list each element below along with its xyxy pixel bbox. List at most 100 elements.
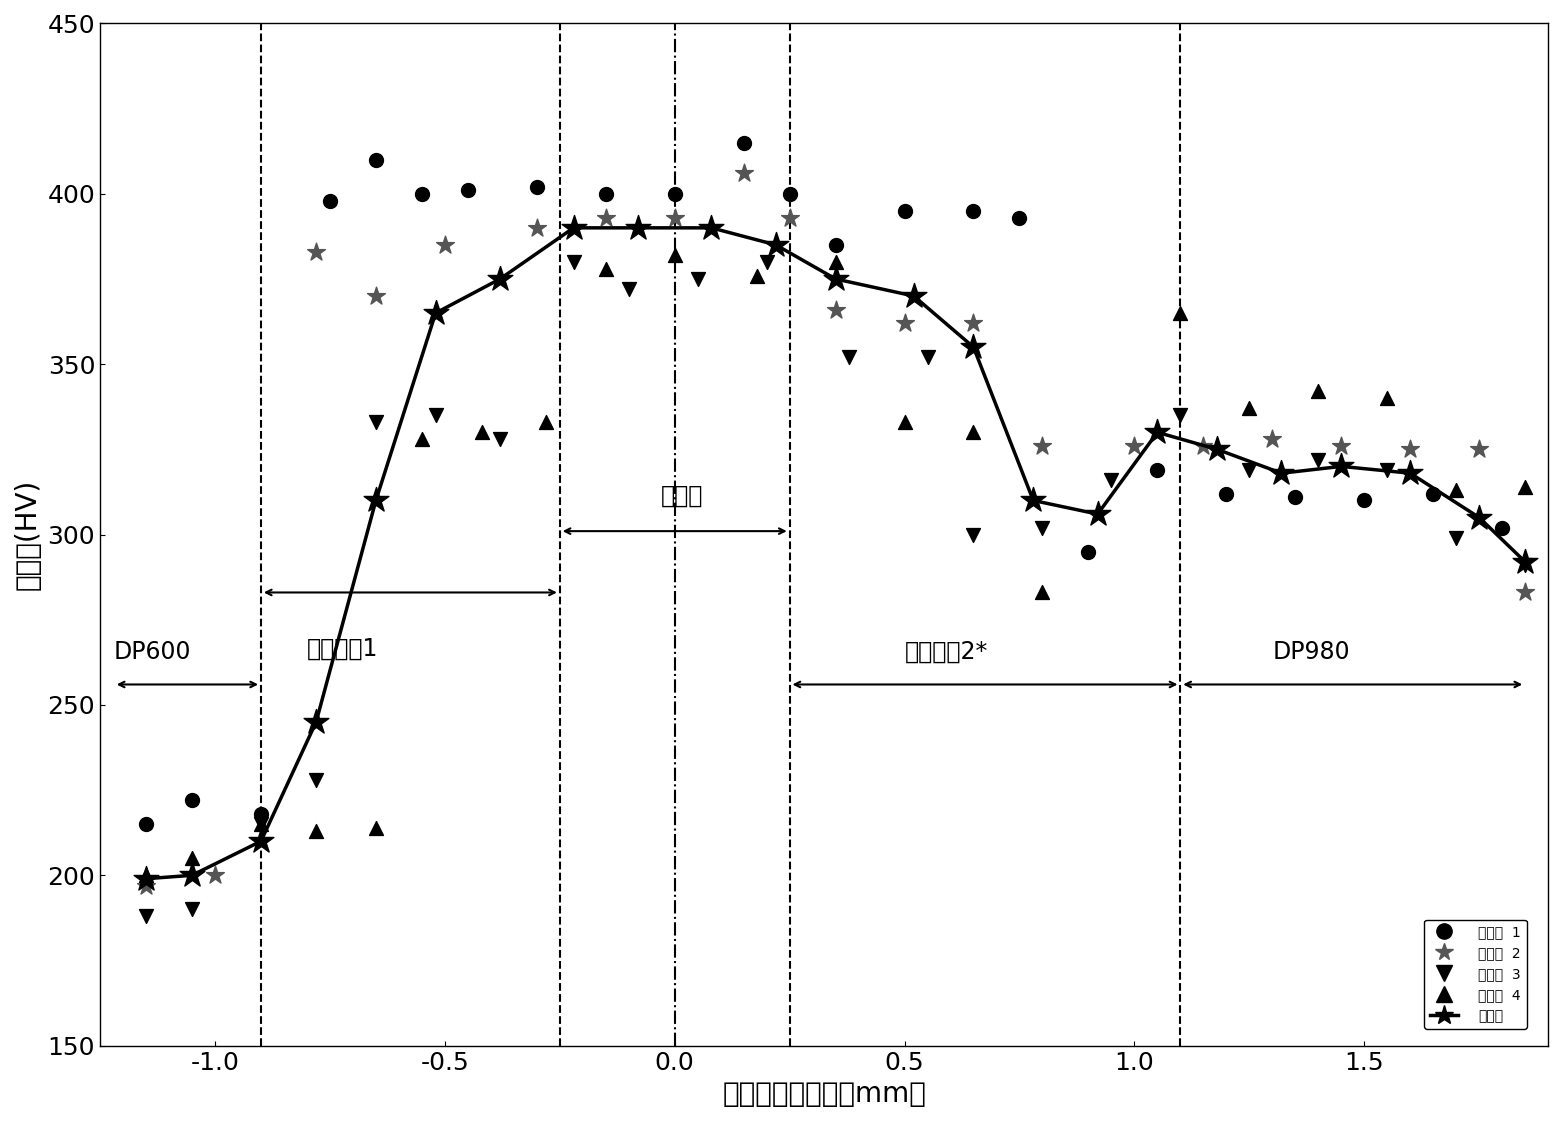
Point: [764, 236, 789, 254]
Point: [1268, 465, 1293, 482]
Point: [961, 423, 986, 441]
Point: [1168, 304, 1193, 322]
Point: [1168, 406, 1193, 424]
Point: [778, 209, 803, 227]
Point: [303, 822, 328, 840]
Point: [133, 816, 158, 834]
Point: [1086, 505, 1111, 523]
Point: [1261, 430, 1286, 448]
Point: [594, 260, 619, 278]
Point: [133, 866, 158, 884]
Point: [961, 525, 986, 543]
Point: [1398, 440, 1423, 458]
Point: [180, 866, 205, 884]
Point: [180, 849, 205, 867]
Point: [961, 338, 986, 356]
Point: [487, 270, 512, 288]
Point: [248, 816, 273, 834]
Point: [915, 348, 940, 366]
Point: [364, 819, 389, 837]
Point: [409, 185, 434, 203]
Point: [1007, 209, 1032, 227]
Point: [203, 866, 228, 884]
Point: [133, 876, 158, 894]
Point: [364, 287, 389, 305]
Point: [754, 252, 779, 270]
Point: [409, 430, 434, 448]
Point: [180, 791, 205, 809]
Point: [731, 134, 756, 151]
Text: 熔池区: 熔池区: [661, 484, 703, 507]
Point: [303, 242, 328, 260]
Point: [1329, 458, 1354, 476]
Point: [303, 712, 328, 730]
Point: [823, 301, 848, 319]
Point: [1467, 440, 1492, 458]
Point: [364, 150, 389, 168]
Text: 热影响区1: 热影响区1: [306, 637, 378, 661]
Point: [180, 901, 205, 919]
Point: [455, 182, 480, 200]
Point: [561, 252, 586, 270]
Point: [698, 219, 723, 237]
Legend: 测试线  1, 测试线  2, 测试线  3, 测试线  4, 平均値: 测试线 1, 测试线 2, 测试线 3, 测试线 4, 平均値: [1425, 920, 1526, 1029]
Point: [248, 804, 273, 822]
Point: [1490, 518, 1515, 536]
Point: [423, 304, 448, 322]
Point: [1029, 436, 1054, 454]
Point: [1237, 461, 1262, 479]
Point: [364, 413, 389, 431]
Point: [1076, 543, 1101, 561]
Point: [901, 287, 926, 305]
Point: [433, 236, 458, 254]
Point: [778, 185, 803, 203]
Point: [892, 202, 917, 220]
Point: [1375, 461, 1400, 479]
Point: [961, 314, 986, 332]
Point: [133, 908, 158, 926]
Point: [1512, 583, 1537, 601]
Point: [1329, 436, 1354, 454]
Point: [561, 219, 586, 237]
Point: [469, 423, 494, 441]
Point: [823, 252, 848, 270]
Point: [1512, 478, 1537, 496]
Point: [248, 816, 273, 834]
Point: [364, 491, 389, 509]
Point: [1122, 436, 1147, 454]
Point: [423, 406, 448, 424]
Text: 热影响区2*: 热影响区2*: [904, 640, 987, 664]
Point: [1443, 481, 1468, 499]
Point: [662, 185, 687, 203]
Point: [1145, 423, 1170, 441]
Text: DP980: DP980: [1273, 640, 1350, 664]
Point: [837, 348, 862, 366]
Point: [1029, 583, 1054, 601]
Point: [248, 833, 273, 850]
Point: [1398, 465, 1423, 482]
Point: [1512, 557, 1537, 574]
Point: [1100, 471, 1125, 489]
Point: [662, 246, 687, 264]
Point: [662, 209, 687, 227]
Point: [1282, 488, 1307, 506]
Point: [1214, 485, 1239, 503]
Point: [686, 270, 711, 288]
Point: [892, 413, 917, 431]
Point: [1204, 440, 1229, 458]
Point: [892, 314, 917, 332]
Point: [303, 771, 328, 789]
Point: [1020, 491, 1045, 509]
Point: [1443, 528, 1468, 546]
Y-axis label: 硬度値(HV): 硬度値(HV): [14, 479, 42, 590]
Point: [1237, 399, 1262, 417]
Point: [625, 219, 650, 237]
Point: [1421, 485, 1446, 503]
Point: [525, 178, 550, 196]
Point: [1306, 383, 1331, 401]
Point: [534, 413, 559, 431]
Point: [1351, 491, 1376, 509]
Point: [525, 219, 550, 237]
Text: DP600: DP600: [114, 640, 192, 664]
Point: [1029, 518, 1054, 536]
